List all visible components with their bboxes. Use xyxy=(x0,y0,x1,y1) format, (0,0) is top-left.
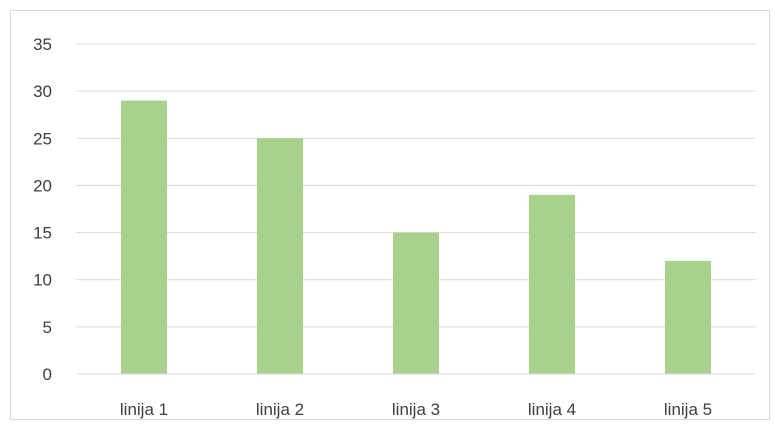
bar-5 xyxy=(665,260,711,374)
y-tick-label: 25 xyxy=(33,129,52,148)
y-tick-label: 30 xyxy=(33,82,52,101)
gridlines xyxy=(76,43,756,328)
x-category-label: linija 5 xyxy=(664,400,712,419)
x-axis-categories: linija 1 linija 2 linija 3 linija 4 linija 5 xyxy=(120,400,712,419)
y-tick-label: 35 xyxy=(33,35,52,54)
bar-2 xyxy=(257,138,303,374)
y-tick-label: 10 xyxy=(33,271,52,290)
bar-4 xyxy=(529,194,575,374)
x-category-label: linija 4 xyxy=(528,400,576,419)
bars xyxy=(121,100,711,375)
x-category-label: linija 3 xyxy=(392,400,440,419)
bar-1 xyxy=(121,100,167,375)
x-category-label: linija 1 xyxy=(120,400,168,419)
y-tick-label: 20 xyxy=(33,176,52,195)
x-category-label: linija 2 xyxy=(256,400,304,419)
bar-3 xyxy=(393,232,439,374)
y-tick-label: 0 xyxy=(43,365,52,384)
y-tick-label: 15 xyxy=(33,224,52,243)
y-tick-label: 5 xyxy=(43,318,52,337)
y-axis-ticks: 0 5 10 15 20 25 30 35 xyxy=(33,35,52,384)
